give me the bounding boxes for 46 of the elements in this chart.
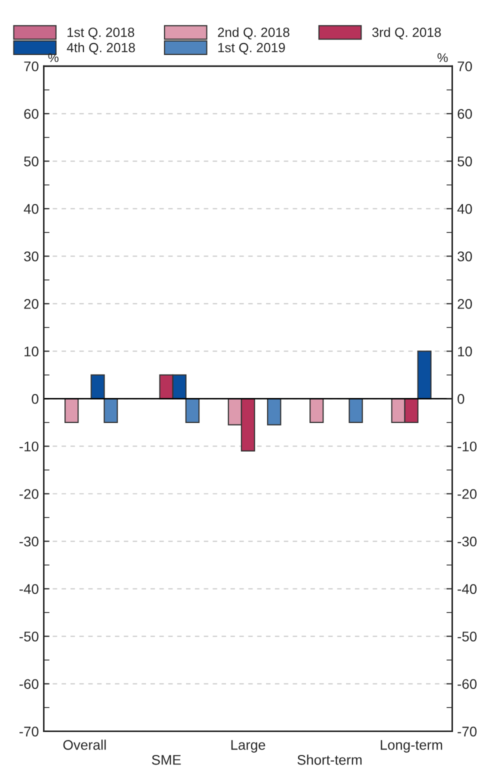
y2-tick-label: 40 — [457, 204, 472, 214]
legend-label: 1st Q. 2019 — [218, 42, 285, 55]
x-tick-label: SME — [152, 754, 181, 765]
y2-axis-title: % — [438, 53, 448, 62]
y2-tick-label: -10 — [458, 442, 477, 452]
y-tick-label: -70 — [20, 726, 38, 736]
y-tick-label: 20 — [24, 299, 38, 309]
y-tick-label: -30 — [20, 536, 38, 546]
y-tick-label: -40 — [20, 584, 38, 594]
y-tick-label: 70 — [24, 61, 38, 72]
legend-label: 2nd Q. 2018 — [218, 27, 290, 40]
x-tick-label: Long-term — [380, 740, 442, 753]
x-tick-label: Short-term — [298, 754, 362, 765]
y-axis-title: % — [48, 53, 58, 62]
y2-tick-label: 70 — [458, 61, 472, 72]
y2-tick-label: -50 — [458, 632, 477, 642]
y-tick-label: -10 — [20, 442, 38, 452]
y2-tick-label: 60 — [458, 108, 472, 119]
bar — [267, 398, 282, 426]
y-tick-label: -60 — [20, 679, 38, 689]
legend-label: 1st Q. 2018 — [68, 28, 134, 40]
y2-tick-label: -40 — [458, 584, 477, 594]
bar — [64, 398, 79, 424]
y-tick-label: 60 — [24, 108, 38, 119]
y2-tick-label: -60 — [458, 679, 477, 689]
y2-tick-label: 10 — [458, 346, 472, 356]
y-tick-label: 40 — [24, 204, 38, 214]
bar — [310, 398, 324, 424]
legend-label: 3rd Q. 2018 — [372, 27, 441, 40]
y2-tick-label: -70 — [458, 726, 477, 736]
y2-tick-label: 0 — [458, 394, 464, 404]
y-tick-label: 0 — [32, 394, 38, 404]
y2-tick-label: 20 — [458, 299, 472, 309]
y2-tick-label: 30 — [458, 252, 472, 262]
y-tick-label: 50 — [24, 156, 38, 166]
y-tick-label: 30 — [24, 252, 38, 262]
legend-label: 4th Q. 2018 — [66, 42, 135, 55]
bar — [348, 398, 363, 424]
y2-tick-label: -30 — [458, 536, 477, 546]
x-tick-label: Large — [231, 740, 266, 753]
y2-tick-label: -20 — [458, 489, 477, 499]
y2-tick-label: 50 — [458, 156, 472, 166]
y-tick-label: 10 — [24, 346, 38, 356]
y-tick-label: -50 — [20, 632, 38, 642]
x-tick-label: Overall — [63, 740, 106, 750]
y-tick-label: -20 — [20, 489, 38, 499]
